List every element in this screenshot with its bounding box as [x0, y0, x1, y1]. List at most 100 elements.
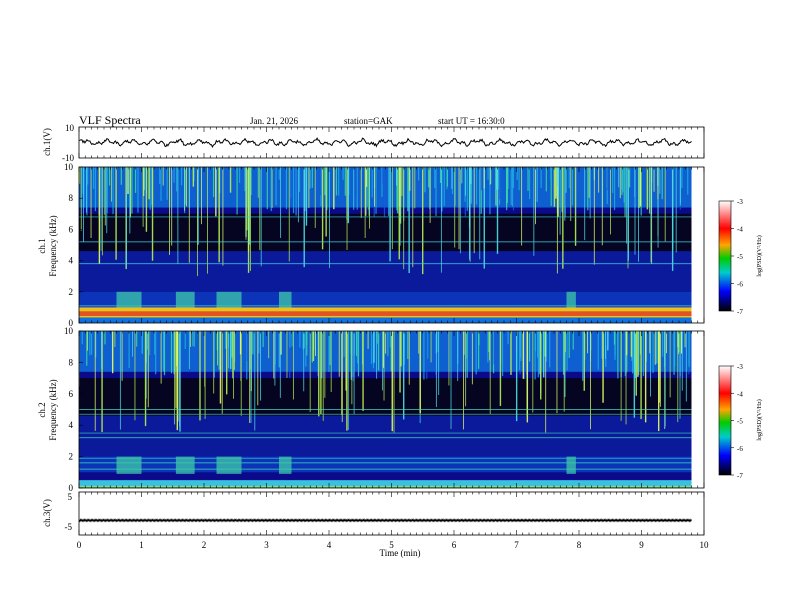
x-tick-label: 0	[77, 540, 82, 550]
spec-upper-emission	[645, 331, 648, 362]
spec-upper-emission	[466, 167, 468, 211]
spec-upper-emission	[103, 331, 105, 351]
spec-upper-emission	[357, 331, 360, 377]
ch3-wave-ytick-top: 5	[68, 492, 73, 502]
colorbar-tick-label: -3	[737, 198, 743, 206]
spec-upper-emission	[193, 331, 195, 347]
spec-upper-emission	[464, 167, 466, 202]
spec-upper-emission	[278, 167, 280, 180]
spec-upper-emission	[546, 331, 549, 371]
spec-upper-emission	[81, 331, 83, 345]
spec-upper-emission	[356, 167, 358, 210]
spec-upper-emission	[213, 331, 215, 378]
spec-mid-band	[79, 251, 692, 292]
spec-upper-emission	[159, 167, 161, 185]
spec-upper-emission	[290, 167, 292, 206]
spec-lf-band	[79, 480, 692, 488]
ch1-spectrogram-yticks: 0 2 4 6 8 10	[64, 162, 83, 328]
spec-upper-emission	[104, 331, 106, 345]
spec-upper-emission	[571, 167, 574, 206]
spec-upper-emission	[387, 331, 389, 357]
spec-low-band	[79, 456, 692, 473]
spec-upper-emission	[506, 331, 508, 373]
spec-upper-emission	[389, 331, 391, 348]
spec-upper-emission	[560, 331, 562, 357]
spec-upper-emission	[487, 167, 489, 180]
spec-upper-emission	[478, 331, 480, 346]
ch1-colorbar-ticks: -3 -4 -5 -6 -7	[731, 198, 743, 316]
spec-upper-emission	[514, 331, 516, 352]
spec-upper-emission	[534, 331, 537, 352]
spec-upper-emission	[687, 167, 689, 195]
spec-upper-emission	[390, 331, 392, 372]
spec-upper-emission	[383, 167, 386, 217]
spec-upper-emission	[418, 167, 420, 197]
spec-upper-emission	[163, 331, 166, 376]
ch1-wave-ylabel: ch.1(V)	[42, 128, 52, 156]
spec-upper-emission	[605, 331, 607, 346]
spec-upper-emission	[465, 331, 467, 359]
ch1-spec-ylabel: Frequency (kHz)	[48, 215, 58, 276]
spec-upper-emission	[154, 331, 156, 355]
spec-upper-emission	[343, 331, 345, 357]
spec-upper-emission	[510, 167, 512, 205]
spec-upper-emission	[640, 167, 642, 216]
ch2-spectrogram-image	[79, 331, 692, 488]
spec-upper-emission	[662, 331, 664, 357]
spec-upper-emission	[435, 167, 437, 216]
spec-upper-emission	[90, 331, 93, 355]
x-tick-label: 9	[639, 540, 644, 550]
spec-upper-emission	[601, 331, 603, 359]
spec-upper-emission	[238, 331, 240, 349]
ch1-ytick-label: 2	[69, 287, 74, 297]
spec-upper-emission	[131, 167, 133, 214]
spec-upper-emission	[587, 167, 589, 211]
ch1-waveform-line	[78, 137, 692, 148]
colorbar-tick-label: -4	[737, 390, 743, 398]
spec-upper-emission	[688, 331, 690, 368]
spec-upper-emission	[120, 167, 122, 185]
spec-upper-emission	[528, 331, 531, 362]
spec-upper-emission	[427, 331, 429, 359]
ch1-ytick-label: 8	[69, 193, 74, 203]
ch1-waveform-trace	[78, 137, 692, 148]
ch1-ytick-label: 4	[69, 256, 74, 266]
colorbar-tick-label: -6	[737, 445, 743, 453]
spec-upper-emission	[342, 167, 344, 180]
spec-upper-emission	[562, 331, 565, 375]
x-tick-label: 4	[327, 540, 332, 550]
x-tick-label: 8	[577, 540, 582, 550]
spec-upper-emission	[617, 331, 619, 379]
spec-lf-base	[79, 317, 692, 323]
spec-upper-emission	[631, 331, 634, 374]
spec-upper-emission	[89, 331, 91, 356]
spec-upper-emission	[566, 331, 568, 371]
spec-upper-emission	[572, 331, 574, 350]
spec-upper-emission	[396, 167, 398, 211]
ch2-ytick-label: 2	[69, 452, 74, 462]
figure-title: VLF Spectra	[79, 113, 141, 127]
spec-upper-emission	[490, 167, 492, 184]
spec-upper-emission	[681, 167, 683, 188]
spec-upper-emission	[95, 331, 97, 358]
spec-hiss-patch	[175, 456, 195, 474]
spec-upper-emission	[350, 331, 352, 380]
spec-upper-emission	[212, 167, 215, 198]
spec-upper-emission	[628, 167, 631, 188]
spec-upper-emission	[143, 167, 145, 191]
spec-upper-emission	[252, 331, 254, 355]
ch1-spectrogram-image	[79, 167, 692, 323]
spec-upper-emission	[388, 167, 390, 216]
spec-upper-emission	[540, 167, 542, 188]
spec-upper-emission	[623, 331, 625, 347]
spec-upper-emission	[356, 331, 359, 364]
spec-upper-emission	[338, 167, 340, 196]
spec-upper-emission	[536, 331, 539, 358]
spec-upper-emission	[141, 331, 143, 355]
spec-upper-emission	[184, 167, 187, 205]
spec-upper-emission	[506, 167, 509, 203]
spec-upper-emission	[94, 167, 97, 212]
spec-upper-emission	[544, 331, 546, 357]
ch1-wave-ytick-top: 10	[65, 123, 75, 133]
spec-upper-emission	[520, 331, 522, 362]
